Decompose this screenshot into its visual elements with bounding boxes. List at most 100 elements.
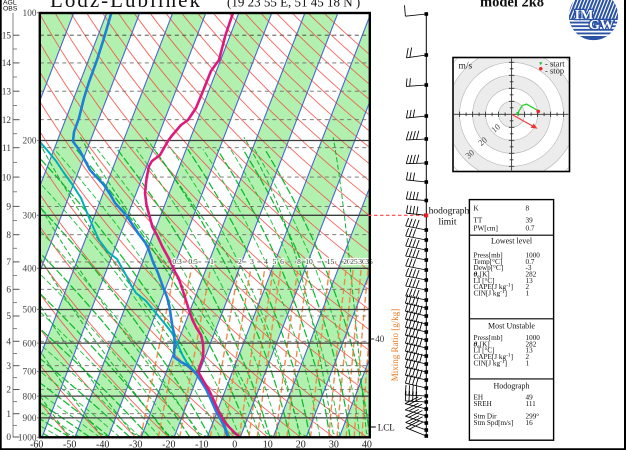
svg-text:10: 10 [2, 173, 12, 183]
svg-text:700: 700 [23, 368, 37, 378]
svg-text:EH: EH [474, 394, 484, 402]
svg-text:GW: GW [589, 18, 614, 33]
svg-text:θe[K]: θe[K] [474, 271, 490, 280]
svg-text:20: 20 [296, 440, 306, 450]
svg-text:1: 1 [526, 359, 530, 367]
svg-text:2: 2 [526, 283, 530, 291]
svg-text:12: 12 [2, 116, 12, 126]
svg-text:4: 4 [6, 338, 11, 348]
svg-text:2: 2 [526, 353, 530, 361]
svg-text:3: 3 [250, 257, 254, 266]
svg-text:7: 7 [6, 258, 11, 268]
svg-text:IM: IM [575, 8, 594, 23]
svg-text:Hodograph: Hodograph [494, 381, 530, 390]
svg-text:13: 13 [2, 87, 12, 97]
svg-text:K: K [474, 204, 480, 212]
svg-text:AGL: AGL [3, 0, 17, 6]
svg-text:300: 300 [23, 212, 37, 222]
svg-text:PW[cm]: PW[cm] [474, 225, 498, 233]
svg-text:10: 10 [305, 257, 313, 266]
svg-text:600: 600 [23, 339, 37, 349]
svg-text:6: 6 [280, 257, 284, 266]
svg-text:30: 30 [358, 257, 366, 266]
svg-text:Press[mb]: Press[mb] [474, 334, 503, 342]
svg-text:1000: 1000 [526, 252, 541, 260]
svg-text:800: 800 [23, 392, 37, 402]
svg-text:Press[mb]: Press[mb] [474, 252, 503, 260]
svg-text:model 2k8: model 2k8 [480, 0, 544, 10]
svg-text:0.7: 0.7 [526, 225, 535, 233]
svg-text:1: 1 [6, 410, 11, 420]
svg-text:Mixing Ratio [g/kg]: Mixing Ratio [g/kg] [390, 309, 400, 382]
svg-text:10: 10 [263, 440, 273, 450]
svg-text:hodograph: hodograph [429, 207, 470, 217]
svg-text:282: 282 [526, 271, 537, 279]
svg-text:θe[K]: θe[K] [474, 341, 490, 350]
svg-text:IM: IM [575, 8, 594, 23]
svg-text:25: 25 [350, 257, 358, 266]
svg-text:SREH: SREH [474, 400, 492, 408]
svg-text:Lowest level: Lowest level [491, 237, 533, 246]
svg-text:-50: -50 [63, 440, 76, 450]
svg-text:CIN[J kg-1]: CIN[J kg-1] [474, 359, 508, 368]
svg-text:-30: -30 [129, 440, 142, 450]
svg-text:39: 39 [526, 217, 534, 225]
svg-text:8: 8 [526, 204, 530, 212]
svg-text:1: 1 [210, 257, 214, 266]
svg-text:-10: -10 [195, 440, 208, 450]
svg-text:2: 2 [6, 386, 11, 396]
svg-text:5: 5 [273, 257, 277, 266]
svg-text:LCL: LCL [378, 423, 395, 433]
svg-text:0.3: 0.3 [172, 257, 182, 266]
svg-text:0.5: 0.5 [188, 257, 198, 266]
svg-text:14: 14 [2, 59, 12, 69]
svg-text:49: 49 [526, 394, 534, 402]
svg-text:Temp[°C]: Temp[°C] [474, 258, 503, 266]
svg-text:3: 3 [6, 362, 11, 372]
svg-text:2: 2 [238, 257, 242, 266]
svg-text:LI [°C]: LI [°C] [474, 277, 495, 285]
svg-text:900: 900 [23, 414, 37, 424]
svg-text:30: 30 [329, 440, 339, 450]
svg-text:8: 8 [297, 257, 301, 266]
svg-text:Most Unstable: Most Unstable [488, 321, 535, 330]
svg-text:5: 5 [6, 312, 11, 322]
svg-text:-3: -3 [526, 264, 532, 272]
svg-text:20: 20 [343, 257, 351, 266]
svg-text:LI [°C]: LI [°C] [474, 347, 495, 355]
svg-text:40: 40 [375, 334, 385, 344]
svg-text:299°: 299° [526, 413, 540, 421]
svg-text:11: 11 [2, 144, 11, 154]
svg-text:CAPE[J kg-1]: CAPE[J kg-1] [474, 283, 514, 292]
svg-text:6: 6 [6, 286, 11, 296]
svg-text:Dewp[°C]: Dewp[°C] [474, 264, 504, 272]
svg-text:limit: limit [439, 217, 457, 227]
svg-text:1000: 1000 [526, 334, 541, 342]
svg-text:1000: 1000 [18, 434, 37, 444]
svg-text:GW: GW [589, 18, 614, 33]
svg-text:Stm Dir: Stm Dir [474, 413, 498, 421]
svg-text:-20: -20 [162, 440, 175, 450]
svg-text:111: 111 [526, 400, 537, 408]
svg-text:200: 200 [23, 137, 37, 147]
svg-text:400: 400 [23, 265, 37, 275]
svg-text:13: 13 [526, 277, 534, 285]
svg-text:282: 282 [526, 341, 537, 349]
svg-text:m/s: m/s [459, 62, 473, 72]
svg-text:0: 0 [6, 433, 11, 443]
svg-text:15: 15 [327, 257, 335, 266]
svg-text:0.7: 0.7 [526, 258, 535, 266]
svg-text:-40: -40 [96, 440, 109, 450]
svg-text:15: 15 [2, 31, 12, 41]
svg-text:Lodz-Lublinek: Lodz-Lublinek [50, 0, 202, 12]
svg-text:TT: TT [474, 217, 483, 225]
svg-text:OBS: OBS [3, 5, 18, 12]
svg-text:9: 9 [6, 203, 11, 213]
svg-text:CAPE[J kg-1]: CAPE[J kg-1] [474, 353, 514, 362]
svg-text:-60: -60 [30, 440, 43, 450]
svg-text:- stop: - stop [545, 66, 564, 76]
svg-text:- start: - start [545, 59, 565, 69]
svg-text:40: 40 [362, 440, 372, 450]
svg-text:0: 0 [232, 440, 237, 450]
svg-text:100: 100 [23, 9, 37, 19]
